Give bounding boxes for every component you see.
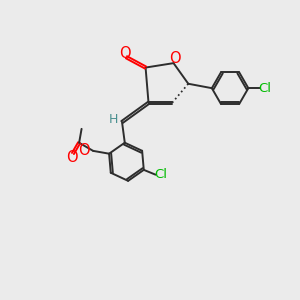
Text: O: O [79, 143, 90, 158]
Text: Cl: Cl [154, 168, 167, 181]
Text: O: O [119, 46, 130, 61]
Text: H: H [109, 113, 118, 126]
Text: O: O [169, 51, 181, 66]
Text: O: O [66, 150, 77, 165]
Text: Cl: Cl [259, 82, 272, 95]
